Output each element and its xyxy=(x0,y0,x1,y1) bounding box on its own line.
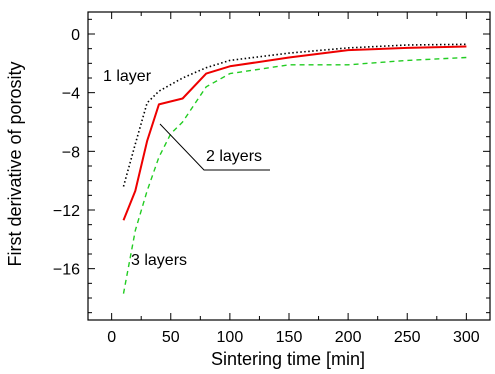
x-tick-label: 0 xyxy=(107,329,116,346)
series-line-3 xyxy=(122,56,467,294)
x-axis-title: Sintering time [min] xyxy=(211,349,365,369)
annotation-layer: 1 layer 2 layers 3 layers xyxy=(103,68,270,269)
series-line-2 xyxy=(122,45,467,221)
x-tick-label: 200 xyxy=(335,329,362,346)
annotation-2-layers-leader xyxy=(159,123,270,171)
y-axis-title: First derivative of porosity xyxy=(5,61,25,266)
y-tick-label: −16 xyxy=(53,262,80,279)
annotation-3-layers: 3 layers xyxy=(131,252,187,269)
x-axis-ticks: 0 50 100 150 200 250 300 xyxy=(107,12,480,346)
x-tick-label: 50 xyxy=(162,329,180,346)
y-axis-ticks: 0 −4 −8 −12 −16 xyxy=(53,18,490,314)
series-line-1 xyxy=(122,43,467,187)
y-tick-label: 0 xyxy=(71,27,80,44)
x-tick-label: 250 xyxy=(394,329,421,346)
x-tick-label: 300 xyxy=(453,329,480,346)
annotation-2-layers: 2 layers xyxy=(206,148,262,165)
x-tick-label: 100 xyxy=(217,329,244,346)
x-tick-label: 150 xyxy=(276,329,303,346)
y-tick-label: −4 xyxy=(62,86,80,103)
series-layer xyxy=(122,43,467,294)
annotation-1-layer: 1 layer xyxy=(103,68,152,85)
y-tick-label: −12 xyxy=(53,203,80,220)
y-tick-label: −8 xyxy=(62,144,80,161)
